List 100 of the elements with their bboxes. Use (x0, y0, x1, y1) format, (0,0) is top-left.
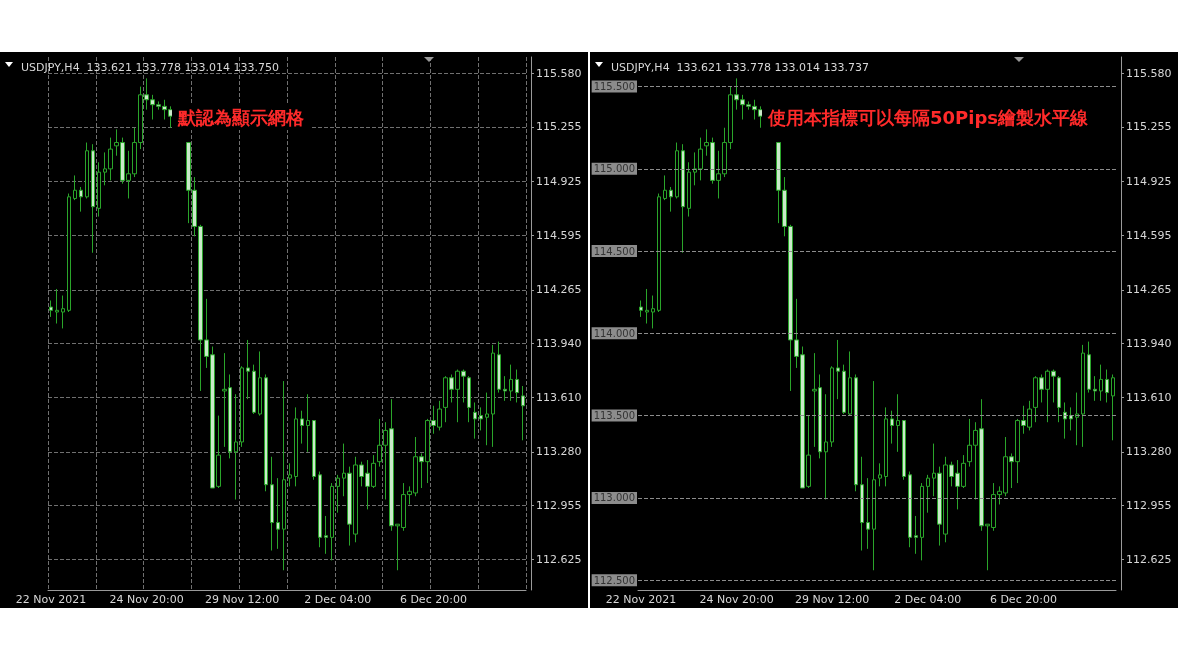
candlestick (503, 375, 507, 402)
candlestick (300, 410, 304, 445)
candlestick (926, 474, 930, 514)
y-tick-label: 113.940 (536, 336, 582, 350)
y-tick-label: 112.625 (536, 553, 582, 567)
candlestick (920, 482, 924, 561)
candlestick (491, 344, 495, 448)
candlestick (49, 299, 53, 318)
ref-line-label: 114.000 (593, 327, 635, 339)
candlestick (1087, 341, 1091, 394)
candlestick (645, 288, 649, 324)
chart-title: USDJPY,H4 133.621 133.778 133.014 133.737 (611, 61, 870, 74)
candlestick (860, 456, 864, 552)
candlestick (836, 339, 840, 400)
candlestick (258, 350, 262, 417)
candlestick (884, 406, 888, 487)
candlestick (657, 193, 661, 313)
annotation: 使用本指標可以每隔50Pips繪製水平線 (767, 106, 1090, 128)
candlestick (97, 161, 101, 218)
candlestick (639, 299, 643, 318)
candlestick (854, 374, 858, 492)
x-tick-label: 24 Nov 20:00 (109, 593, 184, 606)
candlestick (485, 392, 489, 446)
candlestick (902, 420, 906, 481)
candlestick (914, 515, 918, 555)
candlestick (55, 288, 59, 324)
candlestick (234, 393, 238, 501)
candlestick (336, 474, 340, 514)
y-tick-label: 114.265 (536, 283, 582, 297)
candlestick (264, 374, 268, 492)
candlestick (515, 369, 519, 403)
ref-line-label: 115.500 (593, 81, 635, 93)
candlestick (675, 142, 679, 199)
x-tick-label: 24 Nov 20:00 (699, 593, 774, 606)
candlestick (890, 410, 894, 445)
candlestick (1081, 344, 1085, 448)
candlestick (681, 143, 685, 254)
candlestick (663, 174, 667, 201)
candlestick (246, 339, 250, 400)
ref-line-label: 114.500 (593, 245, 635, 257)
candlestick (908, 471, 912, 548)
x-tick-label: 29 Nov 12:00 (795, 593, 870, 606)
y-tick-label: 113.280 (536, 445, 582, 459)
x-tick-label: 22 Nov 2021 (605, 593, 677, 606)
y-tick-label: 115.255 (536, 120, 582, 134)
y-tick-label: 114.925 (1126, 174, 1172, 188)
ref-line-label: 113.500 (593, 410, 635, 422)
candlestick (294, 406, 298, 487)
annotation: 默認為顯示網格 (177, 106, 305, 128)
candlestick (91, 143, 95, 254)
candlestick (312, 420, 316, 481)
candlestick (824, 393, 828, 501)
y-tick-label: 112.955 (1126, 498, 1172, 512)
x-tick-label: 2 Dec 04:00 (894, 593, 962, 606)
y-tick-label: 114.265 (1126, 283, 1172, 297)
y-tick-label: 115.580 (1126, 66, 1172, 80)
y-tick-label: 113.610 (536, 391, 582, 405)
candlestick (1063, 401, 1067, 440)
candlestick (848, 350, 852, 417)
candlestick (1075, 392, 1079, 446)
candlestick (61, 295, 65, 329)
y-tick-label: 114.595 (1126, 228, 1172, 242)
candlestick (467, 375, 471, 423)
candlestick (1111, 374, 1115, 441)
candlestick (276, 477, 280, 550)
y-tick-label: 112.625 (1126, 553, 1172, 567)
y-tick-label: 115.255 (1126, 120, 1172, 134)
candlestick (842, 364, 846, 415)
candlestick (669, 186, 673, 213)
candlestick (282, 380, 286, 571)
candlestick (240, 365, 244, 448)
candlestick (866, 477, 870, 550)
candlestick (1099, 364, 1103, 402)
candlestick (872, 380, 876, 571)
x-tick-label: 2 Dec 04:00 (304, 593, 372, 606)
candlestick (252, 364, 256, 415)
candlestick (73, 174, 77, 201)
candlestick (85, 142, 89, 199)
candlestick (324, 515, 328, 555)
y-tick-label: 114.595 (536, 228, 582, 242)
x-tick-label: 29 Nov 12:00 (205, 593, 280, 606)
candlestick (1093, 375, 1097, 402)
candlestick (288, 462, 292, 487)
y-tick-label: 115.580 (536, 66, 582, 80)
candlestick (67, 193, 71, 313)
y-tick-label: 113.280 (1126, 445, 1172, 459)
candlestick (687, 161, 691, 218)
ref-line-label: 113.000 (593, 492, 635, 504)
candlestick (521, 385, 525, 441)
candlestick (896, 393, 900, 453)
candlestick (473, 401, 477, 440)
candlestick (878, 462, 882, 487)
x-tick-label: 22 Nov 2021 (15, 593, 87, 606)
x-tick-label: 6 Dec 20:00 (399, 593, 467, 606)
candlestick (1057, 375, 1061, 423)
ref-line-label: 112.500 (593, 574, 635, 586)
candlestick (1069, 406, 1073, 431)
y-tick-label: 113.940 (1126, 336, 1172, 350)
candlestick (651, 295, 655, 329)
candlestick (306, 393, 310, 453)
